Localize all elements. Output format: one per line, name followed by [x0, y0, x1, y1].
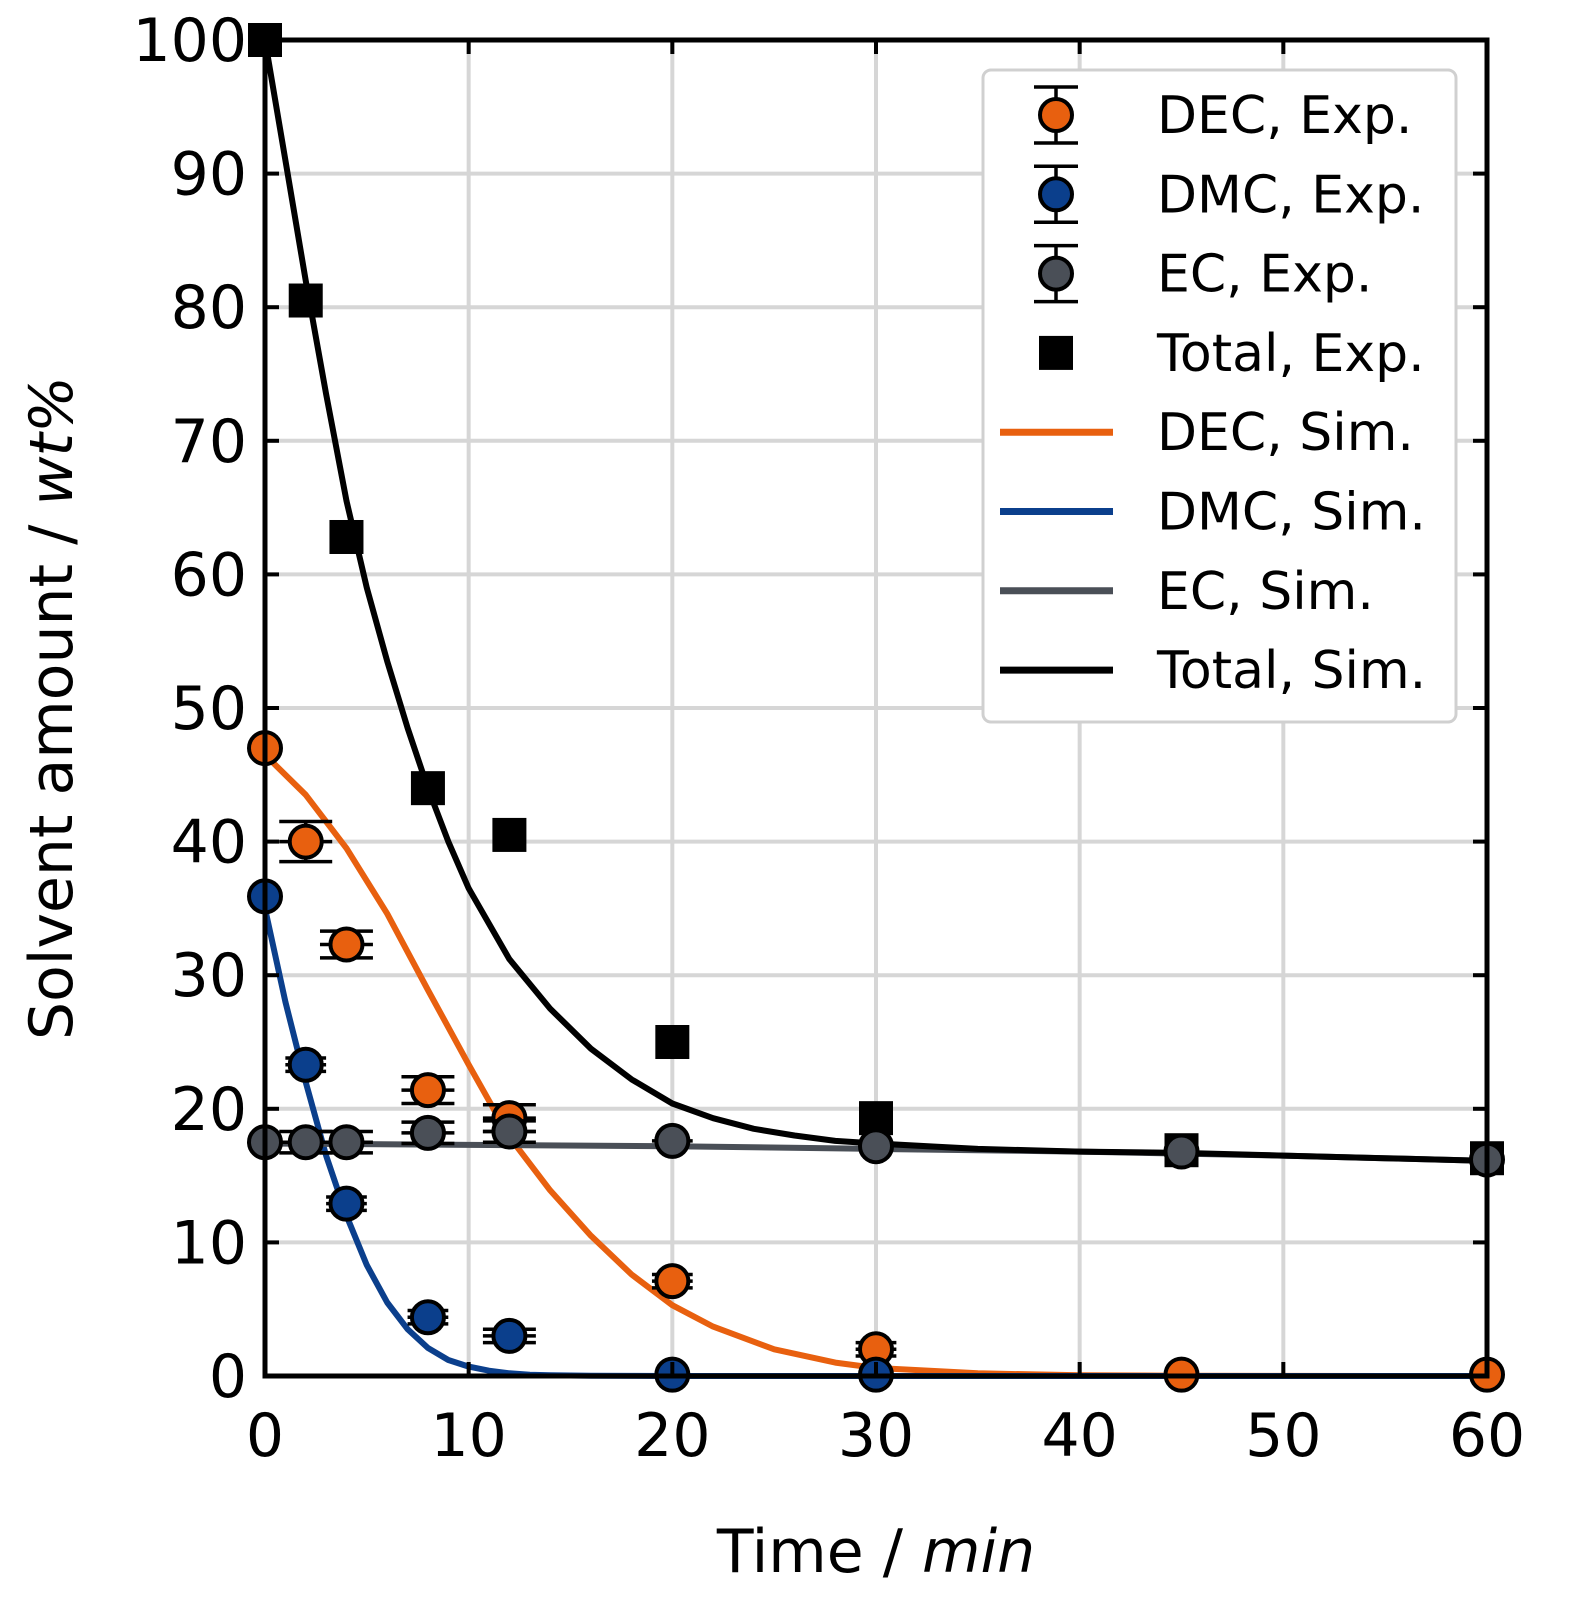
dmc-exp-marker	[409, 1299, 446, 1336]
x-axis-title-prefix: Time /	[716, 1517, 922, 1587]
dec-exp-marker	[328, 926, 365, 963]
legend-item-dec-sim: DEC, Sim.	[1000, 403, 1414, 463]
ec-exp-marker	[409, 1114, 446, 1151]
dmc-exp-marker	[287, 1046, 324, 1083]
ec-exp-point	[319, 1124, 373, 1161]
ec-exp-marker	[654, 1122, 691, 1159]
legend-marker	[1038, 97, 1074, 133]
ec-exp-point	[401, 1114, 455, 1151]
y-axis-title-unit: wt%	[17, 376, 87, 506]
legend-item-dmc-sim: DMC, Sim.	[1000, 483, 1426, 543]
total-exp-point	[655, 1025, 690, 1059]
x-tick-label: 40	[1041, 1401, 1117, 1471]
dmc-exp-point	[285, 1046, 327, 1083]
x-tick-label: 20	[634, 1401, 710, 1471]
legend-item-ec-sim: EC, Sim.	[1000, 562, 1374, 622]
x-tick-label: 30	[838, 1401, 914, 1471]
dmc-exp-point	[326, 1185, 367, 1222]
y-tick-label: 90	[171, 140, 247, 210]
legend-item-dmc-exp: DMC, Exp.	[1034, 164, 1424, 225]
ec-exp-point	[279, 1124, 333, 1161]
y-tick-label: 20	[171, 1075, 247, 1145]
ec-exp-point	[651, 1122, 693, 1159]
y-tick-label: 10	[171, 1208, 247, 1278]
dmc-exp-marker	[328, 1185, 365, 1222]
x-axis-title: Time / min	[716, 1517, 1035, 1587]
y-tick-label: 80	[171, 273, 247, 343]
total-exp-point	[288, 283, 323, 318]
y-axis-title-prefix: Solvent amount /	[17, 506, 87, 1040]
legend-label: Total, Sim.	[1156, 641, 1426, 701]
total-exp-point	[492, 817, 527, 852]
legend-label: Total, Exp.	[1156, 324, 1425, 384]
x-tick-label: 0	[246, 1401, 284, 1471]
ec-exp-marker	[491, 1113, 528, 1150]
legend-marker	[1038, 255, 1074, 292]
y-tick-label: 100	[132, 6, 247, 76]
legend: DEC, Exp. DMC, Exp. EC, Exp. Total, Exp. DEC…	[981, 68, 1458, 724]
legend-label: DEC, Sim.	[1157, 403, 1414, 463]
legend-item-total-exp: Total, Exp.	[1039, 324, 1425, 384]
total-exp-point	[329, 519, 364, 554]
ec-exp-marker	[1163, 1133, 1200, 1170]
dmc-exp-point	[407, 1299, 449, 1336]
ec-exp-point	[1163, 1133, 1200, 1170]
ec-exp-marker	[287, 1124, 324, 1161]
dec-exp-point	[855, 1331, 897, 1368]
y-tick-label: 40	[171, 808, 247, 878]
legend-label: EC, Exp.	[1157, 245, 1372, 305]
x-tick-label: 60	[1449, 1401, 1525, 1471]
legend-marker	[1039, 335, 1073, 370]
ec-exp-point	[482, 1113, 536, 1150]
legend-items: DEC, Exp. DMC, Exp. EC, Exp. Total, Exp. DEC…	[1000, 85, 1426, 701]
ec-exp-marker	[328, 1124, 365, 1161]
legend-label: DEC, Exp.	[1157, 86, 1412, 146]
legend-item-dec-exp: DEC, Exp.	[1034, 85, 1412, 146]
legend-label: DMC, Exp.	[1157, 165, 1424, 225]
legend-box	[981, 68, 1458, 724]
x-axis-title-unit: min	[922, 1517, 1035, 1587]
dec-exp-point	[651, 1263, 693, 1300]
dec-exp-point	[401, 1072, 455, 1109]
y-tick-label: 70	[171, 407, 247, 477]
dmc-exp-marker	[491, 1317, 528, 1354]
legend-label: DMC, Sim.	[1157, 483, 1426, 543]
x-tick-label: 10	[430, 1401, 506, 1471]
dec-exp-marker	[287, 823, 324, 860]
legend-marker	[1038, 176, 1074, 213]
y-axis-title: Solvent amount / wt%	[17, 376, 87, 1040]
ec-exp-point	[858, 1128, 894, 1165]
experimental-series	[247, 23, 1505, 1393]
legend-item-ec-exp: EC, Exp.	[1034, 243, 1372, 305]
legend-item-total-sim: Total, Sim.	[1000, 641, 1426, 701]
x-tick-label: 50	[1245, 1401, 1321, 1471]
y-tick-label: 60	[171, 540, 247, 610]
y-tick-label: 0	[209, 1342, 247, 1412]
dec-exp-marker	[654, 1263, 691, 1300]
dec-exp-point	[319, 926, 373, 963]
dec-exp-marker	[409, 1072, 446, 1109]
total-exp-point	[410, 771, 445, 806]
dec-exp-point	[279, 819, 333, 864]
ec-exp-marker	[858, 1128, 894, 1165]
legend-label: EC, Sim.	[1157, 562, 1374, 622]
y-tick-label: 50	[171, 674, 247, 744]
dmc-exp-point	[482, 1317, 536, 1354]
axis-ticks: 0 10 20 30 40 50 60 0 10 20 30 40 50 60 70 80 90 100	[132, 6, 1525, 1471]
y-tick-label: 30	[171, 941, 247, 1011]
